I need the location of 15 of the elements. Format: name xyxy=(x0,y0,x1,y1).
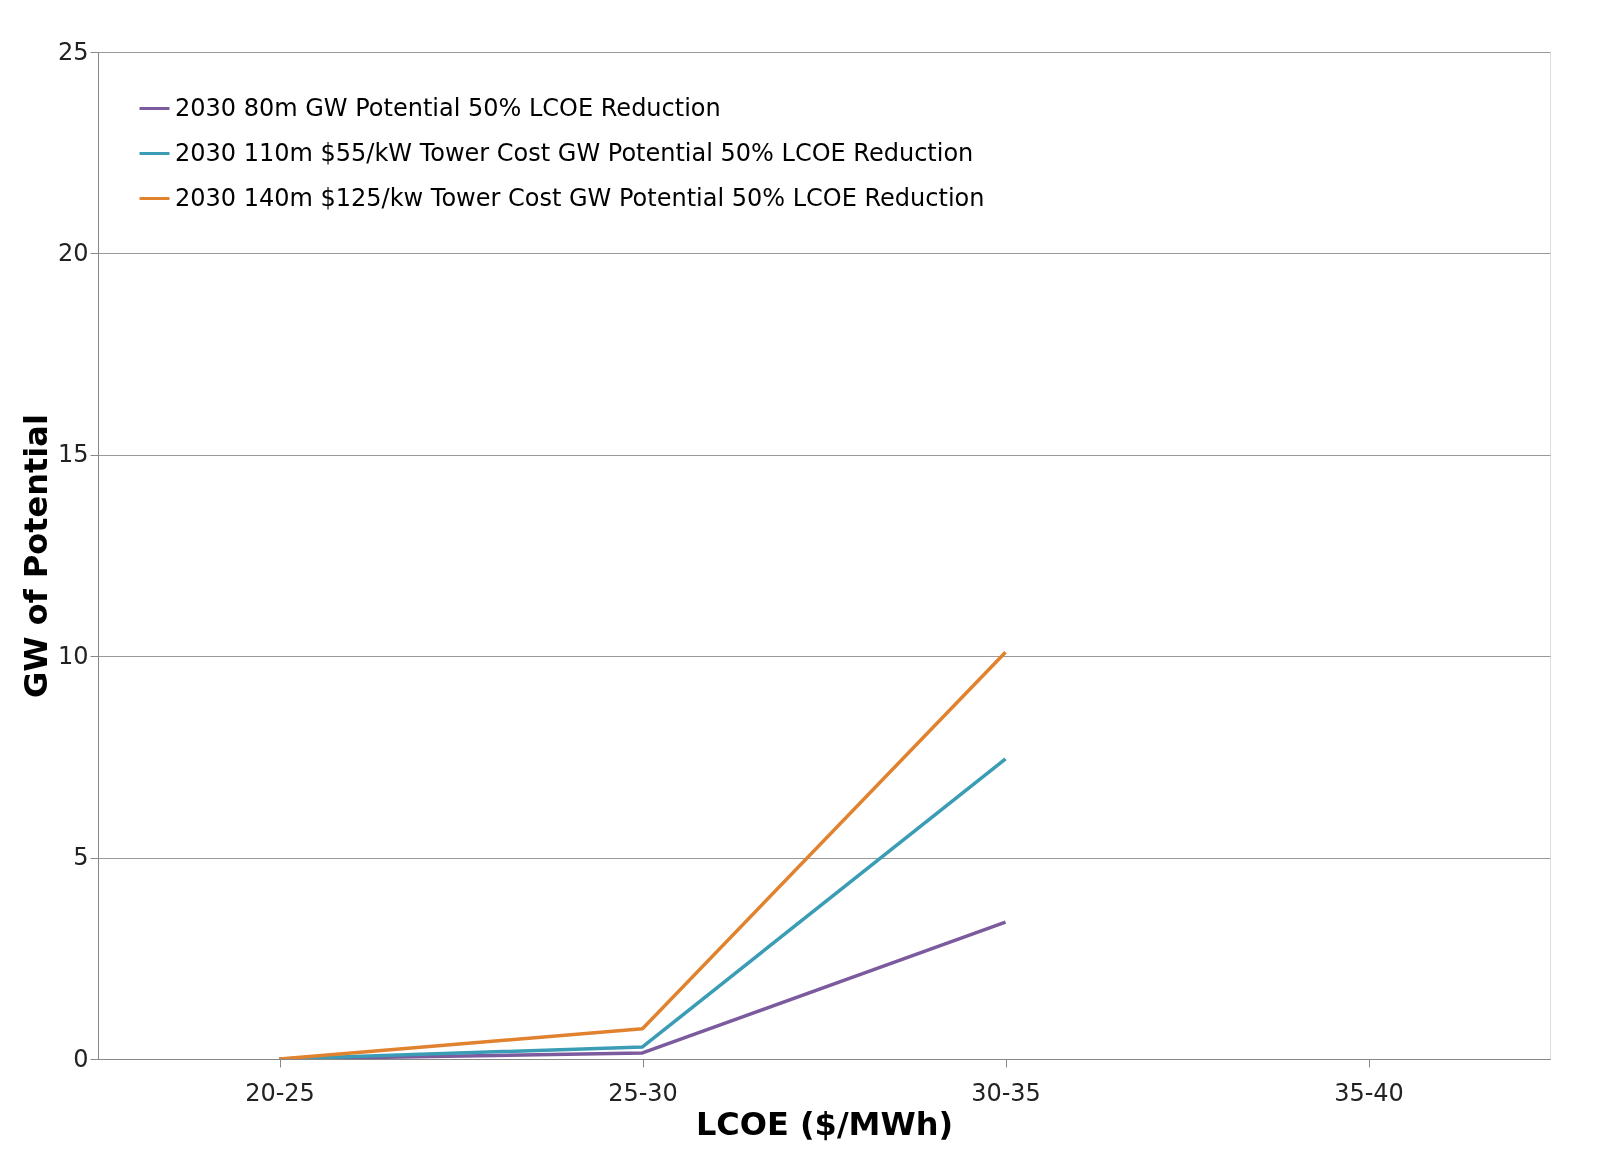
x-tick-label: 20-25 xyxy=(245,1078,315,1107)
x-tick-label: 35-40 xyxy=(1334,1078,1404,1107)
legend-label: 2030 80m GW Potential 50% LCOE Reduction xyxy=(175,93,721,122)
y-tick-label: 15 xyxy=(57,440,89,469)
x-tick-label: 25-30 xyxy=(608,1078,678,1107)
y-tick-label: 25 xyxy=(57,37,89,66)
y-tick-label: 5 xyxy=(73,843,89,872)
y-tick-label: 10 xyxy=(57,641,89,670)
y-tick-label: 20 xyxy=(57,238,89,267)
x-tick-label: 30-35 xyxy=(971,1078,1041,1107)
y-tick-label: 0 xyxy=(73,1044,89,1073)
legend-label: 2030 140m $125/kw Tower Cost GW Potential 50% LCOE Reduction xyxy=(175,183,985,212)
x-axis-title: LCOE ($/MWh) xyxy=(695,1104,954,1143)
legend-label: 2030 110m $55/kW Tower Cost GW Potential 50% LCOE Reduction xyxy=(175,138,974,167)
y-axis-title: GW of Potential xyxy=(16,414,55,698)
